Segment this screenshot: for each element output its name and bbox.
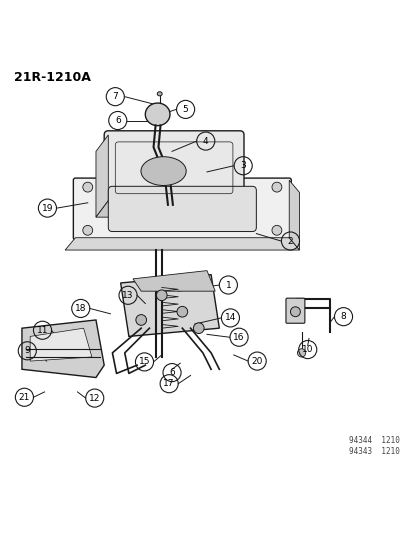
Text: 17: 17 xyxy=(163,379,175,388)
Text: 11: 11 xyxy=(37,326,48,335)
Text: 12: 12 xyxy=(89,393,100,402)
Text: 6: 6 xyxy=(169,368,175,377)
Text: 21: 21 xyxy=(19,393,30,402)
Polygon shape xyxy=(96,135,108,217)
Polygon shape xyxy=(96,201,252,217)
Circle shape xyxy=(271,182,281,192)
FancyBboxPatch shape xyxy=(104,131,243,205)
Text: 19: 19 xyxy=(42,204,53,213)
Circle shape xyxy=(135,314,146,325)
Polygon shape xyxy=(22,320,104,377)
Text: 9: 9 xyxy=(24,346,30,356)
Circle shape xyxy=(297,349,305,357)
Text: 1: 1 xyxy=(225,280,231,289)
Text: 2: 2 xyxy=(287,237,292,246)
Ellipse shape xyxy=(145,103,170,126)
Text: 4: 4 xyxy=(202,136,208,146)
Text: 13: 13 xyxy=(122,291,133,300)
Circle shape xyxy=(290,307,299,317)
Text: 20: 20 xyxy=(251,357,262,366)
Text: 15: 15 xyxy=(138,358,150,366)
Text: 94343  1210: 94343 1210 xyxy=(349,447,399,456)
FancyBboxPatch shape xyxy=(285,298,304,323)
Text: 14: 14 xyxy=(224,313,235,322)
Circle shape xyxy=(271,225,281,235)
Ellipse shape xyxy=(157,92,162,96)
FancyBboxPatch shape xyxy=(108,187,256,231)
Polygon shape xyxy=(65,238,299,250)
Circle shape xyxy=(176,306,187,317)
Circle shape xyxy=(193,323,204,334)
Text: 7: 7 xyxy=(112,92,118,101)
Text: 8: 8 xyxy=(340,312,346,321)
Text: 10: 10 xyxy=(301,345,313,354)
Text: 3: 3 xyxy=(240,161,245,170)
Text: 5: 5 xyxy=(182,105,188,114)
Polygon shape xyxy=(30,328,92,361)
Text: 21R-1210A: 21R-1210A xyxy=(14,71,90,84)
Text: 16: 16 xyxy=(233,333,244,342)
Text: 94344  1210: 94344 1210 xyxy=(349,437,399,446)
Polygon shape xyxy=(120,274,219,336)
Ellipse shape xyxy=(140,157,186,185)
Polygon shape xyxy=(289,180,299,250)
Text: 18: 18 xyxy=(75,304,86,313)
Polygon shape xyxy=(133,271,215,291)
Circle shape xyxy=(83,182,93,192)
Text: 6: 6 xyxy=(115,116,120,125)
Circle shape xyxy=(156,290,167,301)
Circle shape xyxy=(83,225,93,235)
FancyBboxPatch shape xyxy=(73,178,291,240)
